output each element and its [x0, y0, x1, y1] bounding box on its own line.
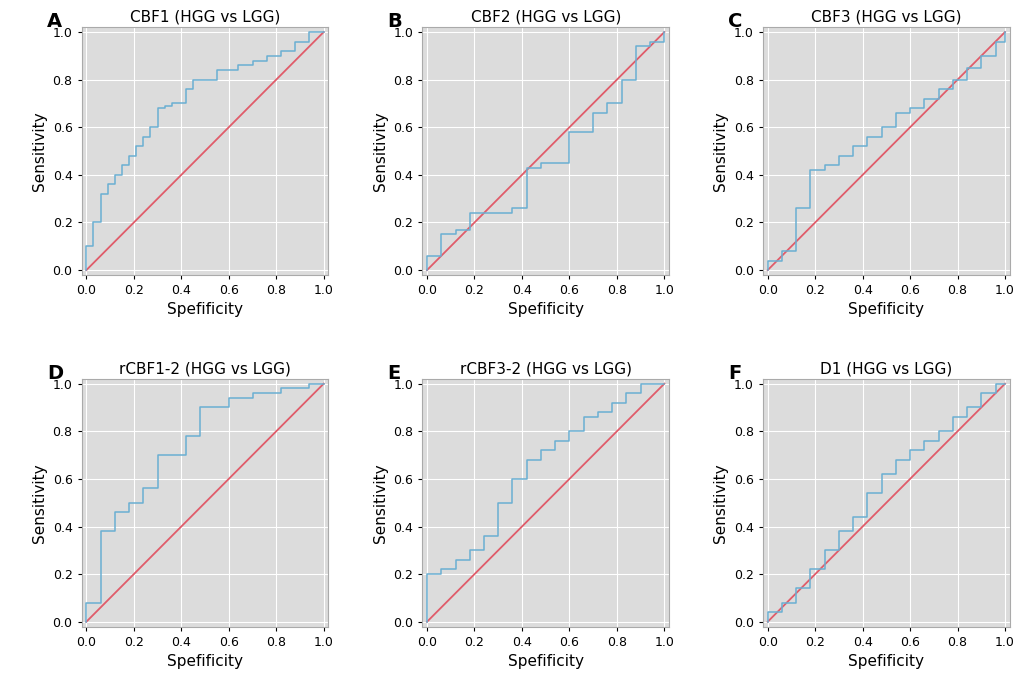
- Title: rCBF3-2 (HGG vs LGG): rCBF3-2 (HGG vs LGG): [460, 362, 631, 377]
- Y-axis label: Sensitivity: Sensitivity: [372, 111, 387, 191]
- Title: D1 (HGG vs LGG): D1 (HGG vs LGG): [819, 362, 952, 377]
- X-axis label: Spefificity: Spefificity: [848, 654, 923, 669]
- Text: A: A: [47, 12, 62, 31]
- Y-axis label: Sensitivity: Sensitivity: [712, 111, 728, 191]
- X-axis label: Spefificity: Spefificity: [507, 654, 583, 669]
- Text: B: B: [387, 12, 403, 31]
- Y-axis label: Sensitivity: Sensitivity: [32, 111, 47, 191]
- Y-axis label: Sensitivity: Sensitivity: [712, 463, 728, 543]
- X-axis label: Spefificity: Spefificity: [507, 302, 583, 317]
- Y-axis label: Sensitivity: Sensitivity: [32, 463, 47, 543]
- X-axis label: Spefificity: Spefificity: [167, 302, 243, 317]
- Y-axis label: Sensitivity: Sensitivity: [372, 463, 387, 543]
- Text: F: F: [728, 364, 741, 383]
- Title: CBF2 (HGG vs LGG): CBF2 (HGG vs LGG): [470, 10, 621, 25]
- Text: D: D: [47, 364, 63, 383]
- Text: C: C: [728, 12, 742, 31]
- X-axis label: Spefificity: Spefificity: [167, 654, 243, 669]
- Title: CBF3 (HGG vs LGG): CBF3 (HGG vs LGG): [810, 10, 961, 25]
- Title: rCBF1-2 (HGG vs LGG): rCBF1-2 (HGG vs LGG): [119, 362, 290, 377]
- X-axis label: Spefificity: Spefificity: [848, 302, 923, 317]
- Title: CBF1 (HGG vs LGG): CBF1 (HGG vs LGG): [129, 10, 280, 25]
- Text: E: E: [387, 364, 400, 383]
